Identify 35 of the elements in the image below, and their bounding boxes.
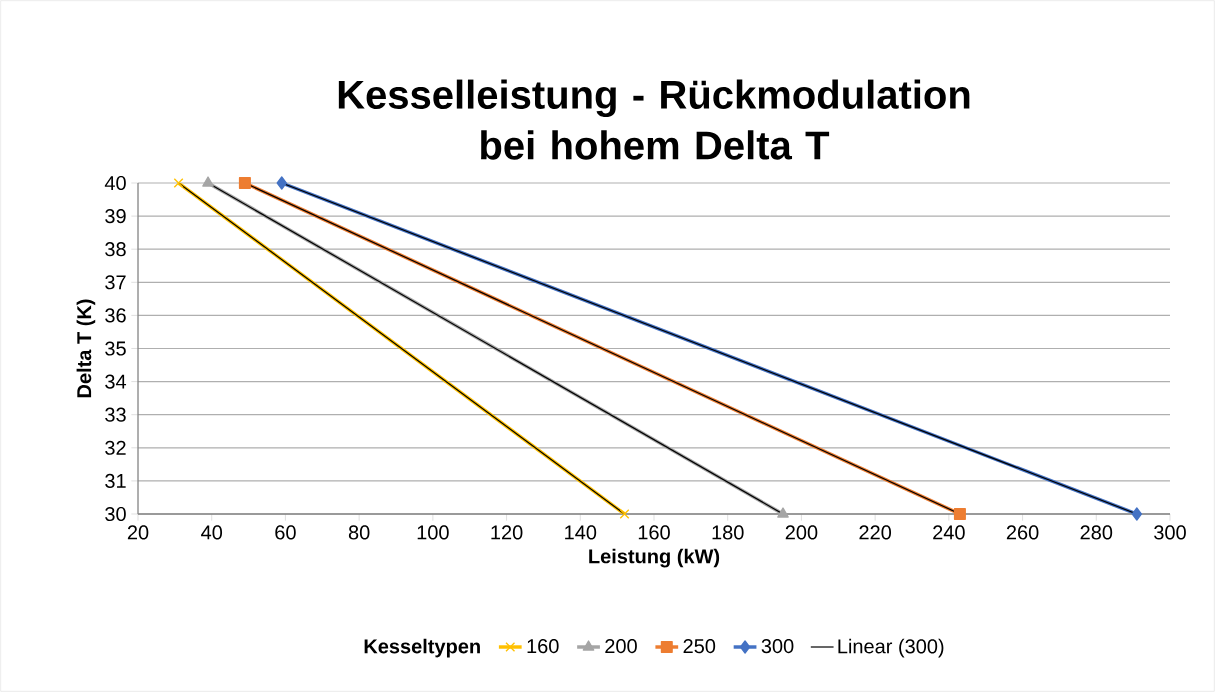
- x-tick-label: 80: [348, 525, 370, 540]
- x-tick-label: 180: [712, 525, 744, 540]
- x-tick-label: 240: [933, 525, 965, 540]
- x-tick-label: 100: [417, 525, 449, 540]
- legend-label: 160: [527, 639, 559, 654]
- x-tick-label: 260: [1006, 525, 1039, 540]
- x-tick-label: 220: [859, 525, 892, 540]
- y-tick-label: 38: [105, 242, 126, 257]
- legend-label: Linear (300): [838, 638, 944, 658]
- x-tick-label: 200: [785, 525, 818, 540]
- legend-label: 300: [761, 639, 794, 654]
- x-tick-label: 160: [638, 525, 670, 540]
- y-tick-label: 39: [105, 209, 126, 224]
- x-axis-title: Leistung (kW): [589, 548, 720, 568]
- y-tick-label: 35: [105, 341, 126, 356]
- y-tick-label: 36: [105, 308, 126, 323]
- y-tick-label: 30: [105, 506, 126, 522]
- x-tick-label: 280: [1080, 525, 1113, 540]
- x-tick-label: 40: [201, 525, 223, 540]
- y-tick-label: 34: [105, 374, 127, 389]
- y-tick-label: 32: [105, 440, 126, 455]
- x-tick-label: 20: [127, 525, 149, 540]
- y-tick-label: 37: [105, 275, 126, 290]
- x-tick-label: 300: [1154, 525, 1186, 540]
- legend-label: 200: [605, 639, 637, 654]
- x-tick-label: 120: [491, 525, 523, 540]
- y-axis-title: Delta T (K): [76, 299, 96, 398]
- y-tick-label: 31: [105, 473, 126, 488]
- x-tick-label: 140: [565, 525, 597, 540]
- legend-label: 250: [683, 639, 716, 654]
- y-tick-label: 40: [104, 175, 126, 191]
- y-tick-label: 33: [105, 407, 126, 422]
- legend-title: Kesseltypen: [364, 638, 480, 658]
- x-tick-label: 60: [275, 525, 296, 540]
- chart-title: Kesselleistung - Rückmodulation bei hohem Delta T: [338, 79, 970, 160]
